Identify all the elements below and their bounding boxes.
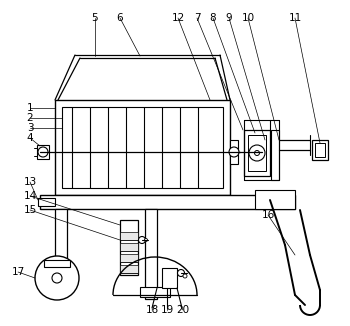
Bar	[44, 260, 70, 267]
Bar	[55, 100, 230, 195]
Bar	[120, 243, 138, 251]
Circle shape	[177, 270, 184, 276]
Bar	[120, 232, 138, 240]
Bar	[40, 195, 295, 209]
Circle shape	[183, 274, 187, 278]
Bar	[62, 107, 223, 188]
Text: 11: 11	[288, 13, 302, 23]
Bar	[248, 135, 266, 171]
Text: 13: 13	[23, 177, 37, 187]
Text: 5: 5	[92, 13, 98, 23]
Circle shape	[145, 239, 147, 242]
Bar	[120, 254, 138, 262]
Bar	[38, 198, 55, 206]
Text: 16: 16	[261, 210, 275, 220]
Bar	[315, 143, 325, 157]
Text: 6: 6	[117, 13, 123, 23]
Text: 18: 18	[145, 305, 159, 315]
Text: 20: 20	[176, 305, 190, 315]
Text: 12: 12	[172, 13, 185, 23]
Circle shape	[139, 236, 146, 244]
Text: 14: 14	[23, 191, 37, 201]
Circle shape	[52, 273, 62, 283]
Bar	[312, 140, 328, 160]
Circle shape	[229, 147, 239, 157]
Text: 15: 15	[23, 205, 37, 215]
Text: 4: 4	[27, 133, 33, 143]
Text: 9: 9	[226, 13, 232, 23]
Text: 8: 8	[210, 13, 216, 23]
Bar	[162, 268, 177, 288]
Bar	[120, 220, 138, 275]
Circle shape	[38, 147, 48, 157]
Circle shape	[254, 151, 259, 156]
Text: 17: 17	[11, 267, 25, 277]
Circle shape	[249, 145, 265, 161]
Text: 3: 3	[27, 123, 33, 133]
Bar	[140, 287, 170, 297]
Text: 7: 7	[194, 13, 200, 23]
Text: 10: 10	[241, 13, 254, 23]
Text: 2: 2	[27, 113, 33, 123]
Bar	[37, 145, 49, 159]
Text: 19: 19	[160, 305, 174, 315]
Bar	[120, 265, 138, 273]
Text: 1: 1	[27, 103, 33, 113]
Bar	[271, 130, 279, 180]
Bar	[244, 130, 270, 176]
Bar	[55, 209, 67, 284]
Bar	[145, 209, 157, 299]
Circle shape	[35, 256, 79, 300]
Bar	[255, 190, 295, 209]
Bar	[230, 140, 238, 164]
